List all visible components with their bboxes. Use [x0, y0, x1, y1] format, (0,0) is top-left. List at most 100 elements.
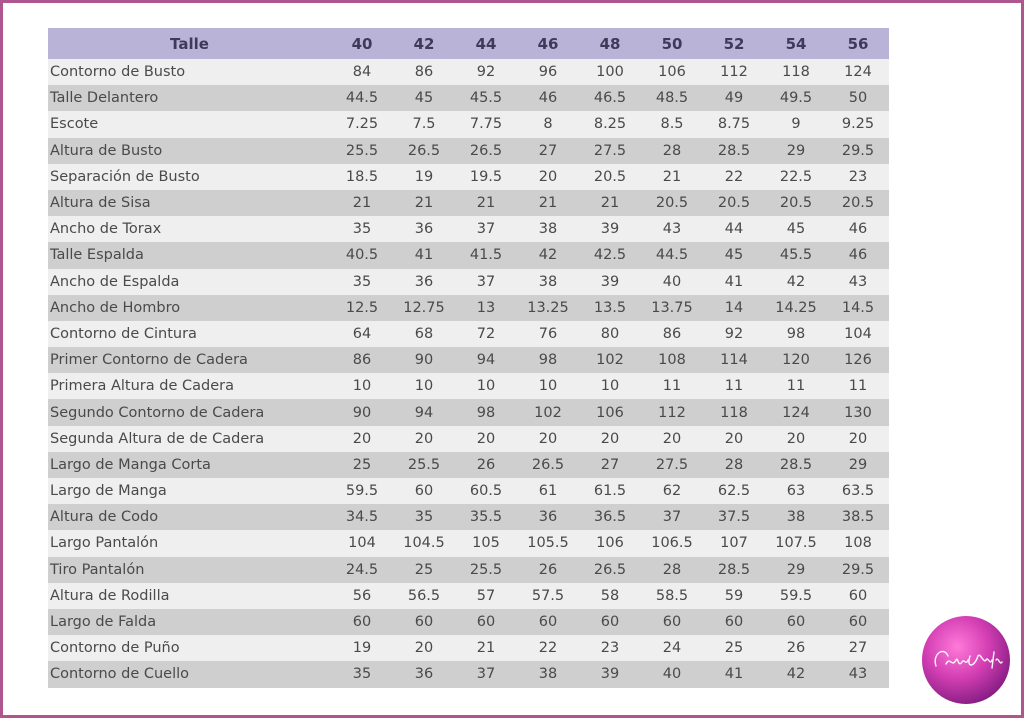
- measurement-value: 14.5: [827, 294, 889, 321]
- measurement-value: 11: [703, 373, 765, 400]
- measurement-value: 46.5: [579, 85, 641, 112]
- measurement-value: 20.5: [827, 189, 889, 217]
- measurement-value: 12.75: [393, 294, 455, 321]
- measurement-value: 24.5: [331, 556, 393, 583]
- signature-logo-icon: [934, 650, 1003, 669]
- measurement-value: 20: [765, 425, 827, 452]
- measurement-value: 25.5: [331, 137, 393, 164]
- measurement-value: 38.5: [827, 504, 889, 531]
- measurement-value: 36: [393, 216, 455, 243]
- measurement-value: 102: [517, 399, 579, 426]
- measurement-value: 10: [331, 373, 393, 400]
- measurement-value: 104: [331, 530, 393, 557]
- measurement-value: 60: [579, 608, 641, 636]
- measurement-value: 40: [641, 661, 703, 688]
- measurement-value: 10: [517, 373, 579, 400]
- table-row: Contorno de Cuello 35 36 37 38 39 40 41 42 43: [48, 661, 889, 688]
- measurement-value: 43: [641, 216, 703, 243]
- measurement-value: 42: [765, 268, 827, 295]
- measurement-value: 35.5: [455, 504, 517, 531]
- measurement-value: 43: [827, 268, 889, 295]
- measurement-label: Altura de Sisa: [48, 189, 331, 217]
- table-row: Ancho de Espalda 35 36 37 38 39 40 41 42 43: [48, 268, 889, 295]
- measurement-value: 25: [331, 451, 393, 478]
- measurement-value: 42: [517, 242, 579, 269]
- measurement-value: 114: [703, 347, 765, 374]
- measurement-value: 105.5: [517, 530, 579, 557]
- measurement-label: Talle Espalda: [48, 242, 331, 269]
- measurement-value: 37: [455, 661, 517, 688]
- measurement-value: 36: [393, 661, 455, 688]
- measurement-value: 40.5: [331, 242, 393, 269]
- measurement-label: Escote: [48, 111, 331, 138]
- measurement-value: 38: [517, 216, 579, 243]
- measurement-value: 49.5: [765, 85, 827, 112]
- measurement-value: 29: [765, 137, 827, 164]
- measurement-value: 90: [331, 399, 393, 426]
- measurement-value: 26.5: [393, 137, 455, 164]
- measurement-value: 108: [641, 347, 703, 374]
- measurement-value: 108: [827, 530, 889, 557]
- measurement-label: Ancho de Torax: [48, 216, 331, 243]
- measurement-value: 8.75: [703, 111, 765, 138]
- measurement-value: 112: [641, 399, 703, 426]
- measurement-value: 43: [827, 661, 889, 688]
- measurement-value: 20.5: [579, 163, 641, 190]
- measurement-value: 48.5: [641, 85, 703, 112]
- measurement-value: 39: [579, 268, 641, 295]
- measurement-value: 24: [641, 635, 703, 662]
- measurement-label: Primer Contorno de Cadera: [48, 347, 331, 374]
- measurement-value: 107.5: [765, 530, 827, 557]
- measurement-label: Talle Delantero: [48, 85, 331, 112]
- measurement-value: 60: [827, 608, 889, 636]
- measurement-value: 50: [827, 85, 889, 112]
- measurement-value: 60.5: [455, 478, 517, 505]
- table-row: Altura de Sisa 21 21 21 21 21 20.5 20.5 20.5 20.5: [48, 189, 889, 217]
- measurement-value: 26: [765, 635, 827, 662]
- measurement-value: 107: [703, 530, 765, 557]
- measurement-value: 19: [393, 163, 455, 190]
- measurement-value: 94: [393, 399, 455, 426]
- measurement-value: 126: [827, 347, 889, 374]
- header-size: 42: [393, 28, 455, 59]
- measurement-value: 120: [765, 347, 827, 374]
- measurement-value: 25.5: [393, 451, 455, 478]
- measurement-value: 36: [393, 268, 455, 295]
- measurement-value: 90: [393, 347, 455, 374]
- measurement-value: 60: [827, 582, 889, 609]
- measurement-value: 28.5: [765, 451, 827, 478]
- table-row: Separación de Busto 18.5 19 19.5 20 20.5 21 22 2…: [48, 163, 889, 190]
- measurement-value: 29.5: [827, 556, 889, 583]
- measurement-value: 28: [641, 137, 703, 164]
- measurement-value: 62: [641, 478, 703, 505]
- measurement-label: Contorno de Cintura: [48, 320, 331, 348]
- measurement-value: 42.5: [579, 242, 641, 269]
- measurement-value: 44.5: [331, 85, 393, 112]
- measurement-value: 86: [641, 320, 703, 348]
- measurement-label: Largo de Manga: [48, 478, 331, 505]
- measurement-value: 10: [455, 373, 517, 400]
- measurement-value: 62.5: [703, 478, 765, 505]
- measurement-value: 106.5: [641, 530, 703, 557]
- table-row: Altura de Rodilla 56 56.5 57 57.5 58 58.5 59 59.…: [48, 582, 889, 609]
- measurement-value: 35: [331, 216, 393, 243]
- header-row: Talle 40 42 44 46 48 50 52 54 56: [48, 28, 889, 59]
- measurement-value: 64: [331, 320, 393, 348]
- measurement-value: 23: [579, 635, 641, 662]
- measurement-value: 7.5: [393, 111, 455, 138]
- measurement-value: 56.5: [393, 582, 455, 609]
- measurement-label: Altura de Busto: [48, 137, 331, 164]
- measurement-value: 7.75: [455, 111, 517, 138]
- measurement-value: 22.5: [765, 163, 827, 190]
- table-row: Altura de Busto 25.5 26.5 26.5 27 27.5 28 28.5 2…: [48, 137, 889, 164]
- measurement-value: 98: [455, 399, 517, 426]
- header-size: 56: [827, 28, 889, 59]
- measurement-value: 21: [455, 189, 517, 217]
- measurement-value: 44.5: [641, 242, 703, 269]
- measurement-value: 60: [641, 608, 703, 636]
- measurement-value: 112: [703, 59, 765, 86]
- measurement-value: 76: [517, 320, 579, 348]
- measurement-label: Largo Pantalón: [48, 530, 331, 557]
- measurement-value: 13.25: [517, 294, 579, 321]
